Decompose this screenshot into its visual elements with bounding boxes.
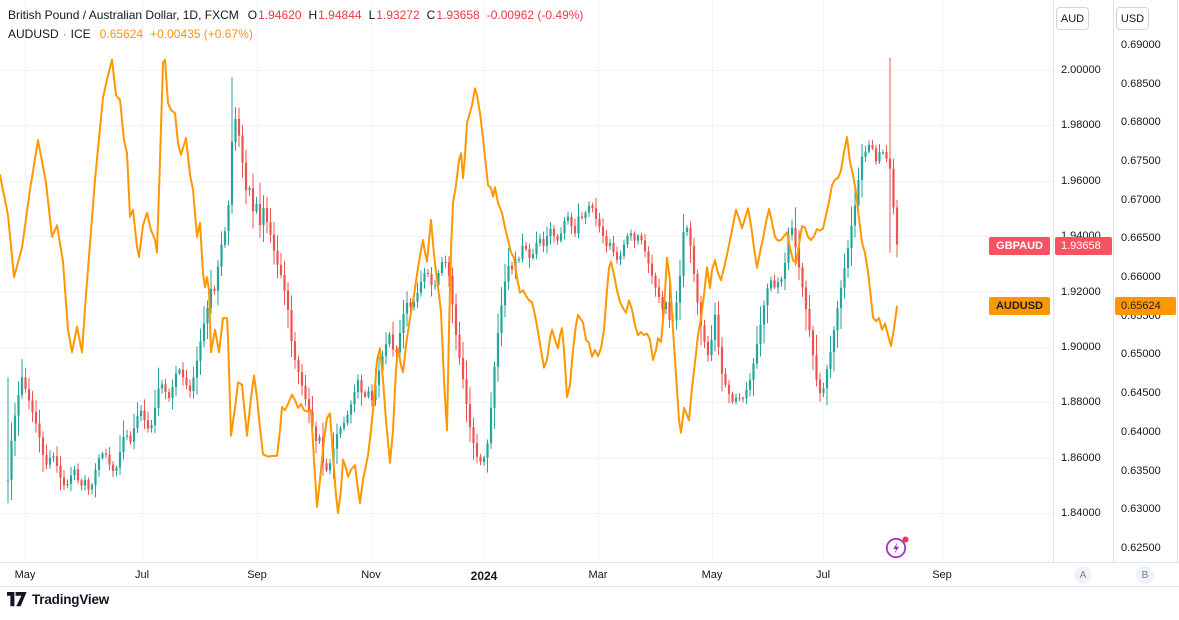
- overlay-symbol: AUDUSD: [8, 27, 59, 41]
- aud-axis-tick: 1.84000: [1061, 506, 1101, 519]
- time-axis-label: Sep: [247, 569, 267, 581]
- usd-axis-tick: 0.66500: [1121, 232, 1161, 245]
- tradingview-logo-text: TradingView: [32, 592, 110, 607]
- time-axis-label: Jul: [134, 569, 150, 581]
- aud-axis-tick: 2.00000: [1061, 64, 1101, 77]
- ohlc-letter: L: [368, 8, 376, 22]
- time-axis-label: Sep: [932, 569, 952, 581]
- chart-legend: British Pound / Australian Dollar, 1D, F…: [8, 6, 590, 44]
- main-series-legend[interactable]: British Pound / Australian Dollar, 1D, F…: [8, 6, 590, 25]
- ohlc-letter: H: [308, 8, 318, 22]
- time-axis-label: May: [14, 569, 36, 581]
- usd-axis-tick: 0.67000: [1121, 193, 1161, 206]
- time-axis[interactable]: A B May Jul Sep Nov 2024 Mar May Jul Sep: [0, 562, 1179, 587]
- aud-axis-tick: 1.86000: [1061, 451, 1101, 464]
- gbpaud-last-price-axis-tag: 1.93658: [1055, 236, 1112, 255]
- aud-axis-tick: 1.90000: [1061, 340, 1101, 353]
- audusd-last-price-axis-tag: 0.65624: [1115, 297, 1176, 316]
- aud-price-axis[interactable]: 2.000001.980001.960001.940001.920001.900…: [1054, 0, 1113, 562]
- tradingview-logo[interactable]: TradingView: [7, 592, 109, 607]
- overlay-price: 0.65624: [99, 27, 144, 41]
- usd-price-axis[interactable]: 0.69000 0.68500 0.68000 0.67500 0.67000 0.665…: [1114, 0, 1177, 562]
- time-axis-label: 2024: [470, 569, 498, 583]
- separator-dot: ·: [62, 27, 67, 41]
- aud-axis-tick: 1.88000: [1061, 396, 1101, 409]
- overlay-exchange: ICE: [70, 27, 91, 41]
- lightning-icon: [885, 536, 909, 559]
- ohlc-value: 1.93658: [436, 8, 480, 22]
- usd-axis-tick: 0.65000: [1121, 348, 1161, 361]
- main-series-title: British Pound / Australian Dollar, 1D, F…: [8, 8, 239, 22]
- ohlc-value: 1.94620: [258, 8, 302, 22]
- plot-axis-divider[interactable]: [1053, 0, 1054, 588]
- quick-alert-button[interactable]: [884, 534, 910, 560]
- time-axis-label: Mar: [588, 569, 608, 581]
- usd-axis-tick: 0.66000: [1121, 271, 1161, 284]
- usd-axis-tick: 0.69000: [1121, 39, 1161, 52]
- usd-axis-tick: 0.62500: [1121, 541, 1161, 554]
- ohlc-letter: C: [426, 8, 436, 22]
- aud-axis-tick: 1.96000: [1061, 174, 1101, 187]
- usd-scale-button[interactable]: USD: [1116, 7, 1149, 30]
- main-series-change: -0.00962 (-0.49%): [486, 8, 584, 22]
- scale-b-button[interactable]: B: [1136, 566, 1154, 584]
- ohlc-value: 1.94844: [318, 8, 362, 22]
- time-axis-label: May: [701, 569, 723, 581]
- aud-axis-tick: 1.98000: [1061, 119, 1101, 132]
- overlay-series-legend[interactable]: AUDUSD · ICE 0.65624 +0.00435 (+0.67%): [8, 25, 590, 44]
- time-axis-label: Jul: [815, 569, 831, 581]
- usd-axis-tick: 0.63500: [1121, 464, 1161, 477]
- aud-usd-axis-divider[interactable]: [1113, 0, 1114, 588]
- right-edge-divider: [1177, 0, 1178, 588]
- usd-axis-tick: 0.67500: [1121, 155, 1161, 168]
- overlay-change: +0.00435 (+0.67%): [150, 27, 253, 41]
- usd-axis-tick: 0.64500: [1121, 387, 1161, 400]
- alert-dot-icon: [902, 536, 909, 543]
- time-axis-label: Nov: [361, 569, 381, 581]
- price-chart-canvas[interactable]: [0, 0, 1053, 562]
- usd-axis-tick: 0.68000: [1121, 116, 1161, 129]
- usd-axis-tick: 0.68500: [1121, 77, 1161, 90]
- gbpaud-symbol-tag: GBPAUD: [989, 236, 1050, 255]
- tradingview-mark-icon: [7, 592, 27, 607]
- usd-axis-tick: 0.63000: [1121, 503, 1161, 516]
- usd-axis-tick: 0.64000: [1121, 425, 1161, 438]
- aud-scale-button[interactable]: AUD: [1056, 7, 1089, 30]
- aud-axis-tick: 1.92000: [1061, 285, 1101, 298]
- scale-a-button[interactable]: A: [1074, 566, 1092, 584]
- ohlc-value: 1.93272: [376, 8, 420, 22]
- ohlc-letter: O: [247, 8, 258, 22]
- audusd-symbol-tag: AUDUSD: [988, 297, 1050, 316]
